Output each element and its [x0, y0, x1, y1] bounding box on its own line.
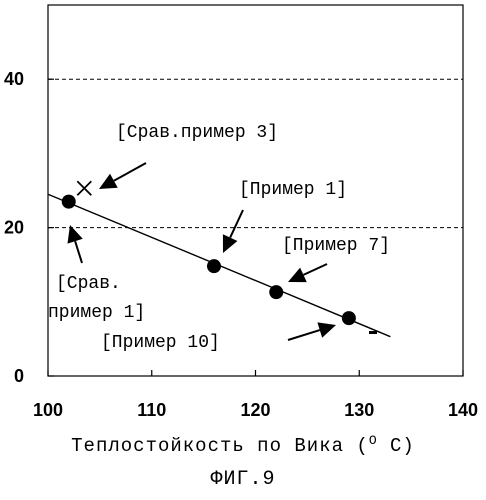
arrow-head	[67, 225, 82, 244]
annotation-comp1-line1: [Срав.	[56, 274, 121, 294]
data-point	[342, 311, 356, 325]
y-tick-label: 40	[4, 69, 24, 89]
x-tick-label: 130	[344, 400, 374, 420]
arrow-comp1	[67, 225, 82, 263]
data-point-cross	[77, 181, 91, 195]
degree-symbol: O	[369, 433, 378, 448]
x-tick-label: 140	[448, 400, 478, 420]
arrow-ex1	[223, 210, 243, 253]
data-point	[269, 285, 283, 299]
y-tick-label: 20	[4, 218, 24, 238]
data-point	[207, 259, 221, 273]
arrow-ex7	[288, 264, 327, 282]
x-tick-label: 120	[240, 400, 270, 420]
arrow-shaft	[230, 210, 243, 238]
x-axis-label-unit: C)	[378, 435, 415, 457]
x-tick-label: 100	[33, 400, 63, 420]
y-tick-label: 0	[14, 366, 24, 386]
annotation-ex10: [Пример 10]	[101, 333, 220, 353]
arrow-ex10	[288, 322, 336, 340]
x-axis-label-text: Теплостойкость по Вика (	[71, 435, 369, 457]
annotation-comp1-line2: пример 1]	[48, 303, 145, 323]
arrow-shaft	[75, 241, 82, 263]
arrow-head	[99, 174, 118, 189]
x-axis-label: Теплостойкость по Вика (O C)	[71, 433, 415, 457]
arrow-shaft	[114, 163, 146, 181]
arrow-shaft	[303, 264, 327, 275]
arrow-head	[317, 322, 336, 337]
line-end-mark	[369, 331, 377, 334]
arrow-shaft	[288, 330, 320, 340]
data-point	[62, 195, 76, 209]
annotation-ex1: [Пример 1]	[239, 180, 347, 200]
x-tick-label: 110	[137, 400, 166, 420]
annotation-comp3: [Срав.пример 3]	[116, 123, 278, 143]
arrow-comp3	[99, 163, 146, 189]
figure-caption: ФИГ.9	[210, 468, 275, 491]
annotation-ex7: [Пример 7]	[282, 236, 390, 256]
